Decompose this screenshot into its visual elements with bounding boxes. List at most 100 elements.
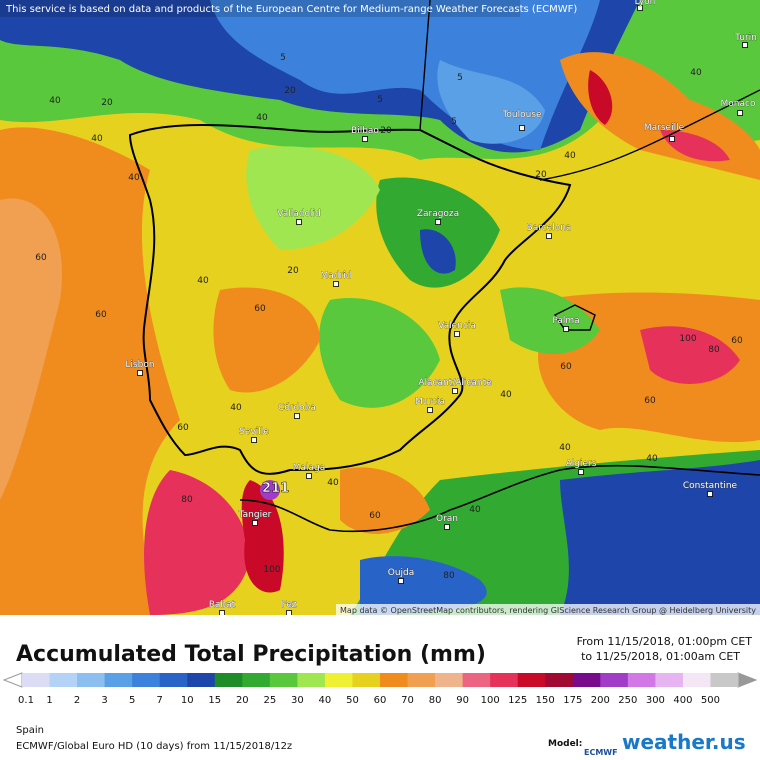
precip-map: This service is based on data and produc… bbox=[0, 0, 760, 615]
city-dot bbox=[294, 413, 300, 419]
city-label: Alacant/Alicante bbox=[418, 378, 492, 388]
contour-label: 5 bbox=[280, 53, 286, 63]
city-dot bbox=[435, 219, 441, 225]
scale-swatch bbox=[435, 673, 464, 687]
coastline-france bbox=[419, 0, 760, 181]
city-dot bbox=[454, 331, 460, 337]
scale-swatch bbox=[572, 673, 601, 687]
scale-swatch bbox=[132, 673, 161, 687]
model-run: ECMWF/Global Euro HD (10 days) from 11/1… bbox=[16, 741, 292, 752]
brand: weather.us bbox=[622, 730, 746, 754]
scale-swatch bbox=[269, 673, 298, 687]
scale-swatch bbox=[159, 673, 188, 687]
contour-label: 80 bbox=[181, 495, 193, 505]
scale-label: 400 bbox=[673, 695, 692, 706]
scale-label: 90 bbox=[456, 695, 469, 706]
scale-label: 500 bbox=[701, 695, 720, 706]
city-dot bbox=[452, 388, 458, 394]
city-label: Barcelona bbox=[527, 223, 572, 233]
scale-swatch bbox=[352, 673, 381, 687]
scale-label: 1 bbox=[46, 695, 52, 706]
scale-swatch bbox=[627, 673, 656, 687]
scale-swatch bbox=[407, 673, 436, 687]
contour-label: 40 bbox=[559, 443, 571, 453]
contour-label: 40 bbox=[49, 96, 61, 106]
city-dot bbox=[737, 110, 743, 116]
contour-label: 60 bbox=[95, 310, 107, 320]
scale-swatch bbox=[380, 673, 409, 687]
scale-label: 2 bbox=[74, 695, 80, 706]
notice-bg bbox=[0, 0, 520, 17]
scale-swatch bbox=[545, 673, 574, 687]
scale-label: 200 bbox=[591, 695, 610, 706]
scale-swatch bbox=[49, 673, 78, 687]
scale-label: 80 bbox=[429, 695, 442, 706]
city-label: Malaga bbox=[293, 463, 326, 473]
contour-label: 20 bbox=[535, 170, 547, 180]
contour-label: 80 bbox=[708, 345, 720, 355]
scale-swatch bbox=[324, 673, 353, 687]
scale-label: 250 bbox=[618, 695, 637, 706]
city-label: Constantine bbox=[683, 481, 738, 491]
scale-swatch bbox=[655, 673, 684, 687]
city-label: Fez bbox=[282, 600, 297, 610]
city-label: Monaco bbox=[721, 99, 756, 109]
contour-label: 40 bbox=[256, 113, 268, 123]
city-dot bbox=[333, 281, 339, 287]
contour-label: 40 bbox=[197, 276, 209, 286]
city-label: Madrid bbox=[321, 271, 352, 281]
scale-arrow-right bbox=[737, 672, 758, 688]
contour-label: 40 bbox=[91, 134, 103, 144]
scale-label: 20 bbox=[236, 695, 249, 706]
scale-label: 3 bbox=[101, 695, 107, 706]
scale-swatch bbox=[710, 673, 739, 687]
city-dot bbox=[563, 326, 569, 332]
scale-swatch bbox=[600, 673, 629, 687]
city-dot bbox=[669, 136, 675, 142]
city-dot bbox=[742, 42, 748, 48]
contour-label: 60 bbox=[177, 423, 189, 433]
city-dot bbox=[296, 219, 302, 225]
contour-label: 20 bbox=[380, 126, 392, 136]
precip-field bbox=[0, 0, 760, 615]
city-dot bbox=[137, 370, 143, 376]
scale-label: 0.1 bbox=[18, 695, 34, 706]
city-label: Valladolid bbox=[277, 209, 320, 219]
coastline bbox=[128, 124, 572, 475]
city-dot bbox=[286, 610, 292, 615]
scale-swatch bbox=[462, 673, 491, 687]
scale-label: 70 bbox=[401, 695, 414, 706]
city-dot bbox=[444, 524, 450, 530]
city-dot bbox=[219, 610, 225, 615]
scale-label: 15 bbox=[208, 695, 221, 706]
city-dot bbox=[252, 520, 258, 526]
legend-title: Accumulated Total Precipitation (mm) bbox=[16, 642, 486, 667]
scale-swatch bbox=[490, 673, 519, 687]
city-label: Oujda bbox=[388, 568, 415, 578]
scale-label: 30 bbox=[291, 695, 304, 706]
city-dot bbox=[578, 469, 584, 475]
scale-label: 40 bbox=[319, 695, 332, 706]
date-to: to 11/25/2018, 01:00am CET bbox=[581, 650, 740, 663]
scale-label: 5 bbox=[129, 695, 135, 706]
city-label: Palma bbox=[552, 316, 579, 326]
contour-label: 20 bbox=[101, 98, 113, 108]
city-dot bbox=[306, 473, 312, 479]
city-dot bbox=[251, 437, 257, 443]
scale-swatch bbox=[297, 673, 326, 687]
contour-labels: 5 5 5 5 20 20 20 20 20 40 40 40 40 40 40 40 40 40 40 40 40 40… bbox=[35, 53, 743, 581]
city-label: Tangier bbox=[238, 510, 272, 520]
city-dot bbox=[519, 125, 525, 131]
city-label: Turin bbox=[734, 33, 757, 43]
city-label: Lisbon bbox=[125, 360, 154, 370]
contour-label: 80 bbox=[443, 571, 455, 581]
contour-label: 60 bbox=[644, 396, 656, 406]
city-dot bbox=[546, 233, 552, 239]
city-label: Valencia bbox=[438, 321, 476, 331]
city-dot bbox=[362, 136, 368, 142]
scale-label: 175 bbox=[563, 695, 582, 706]
contour-label: 40 bbox=[230, 403, 242, 413]
color-scale: 0.1 1 2 3 5 7 10 15 20 25 30 40 50 60 70 80 90 100 125 150 1… bbox=[2, 672, 758, 706]
scale-swatch bbox=[517, 673, 546, 687]
